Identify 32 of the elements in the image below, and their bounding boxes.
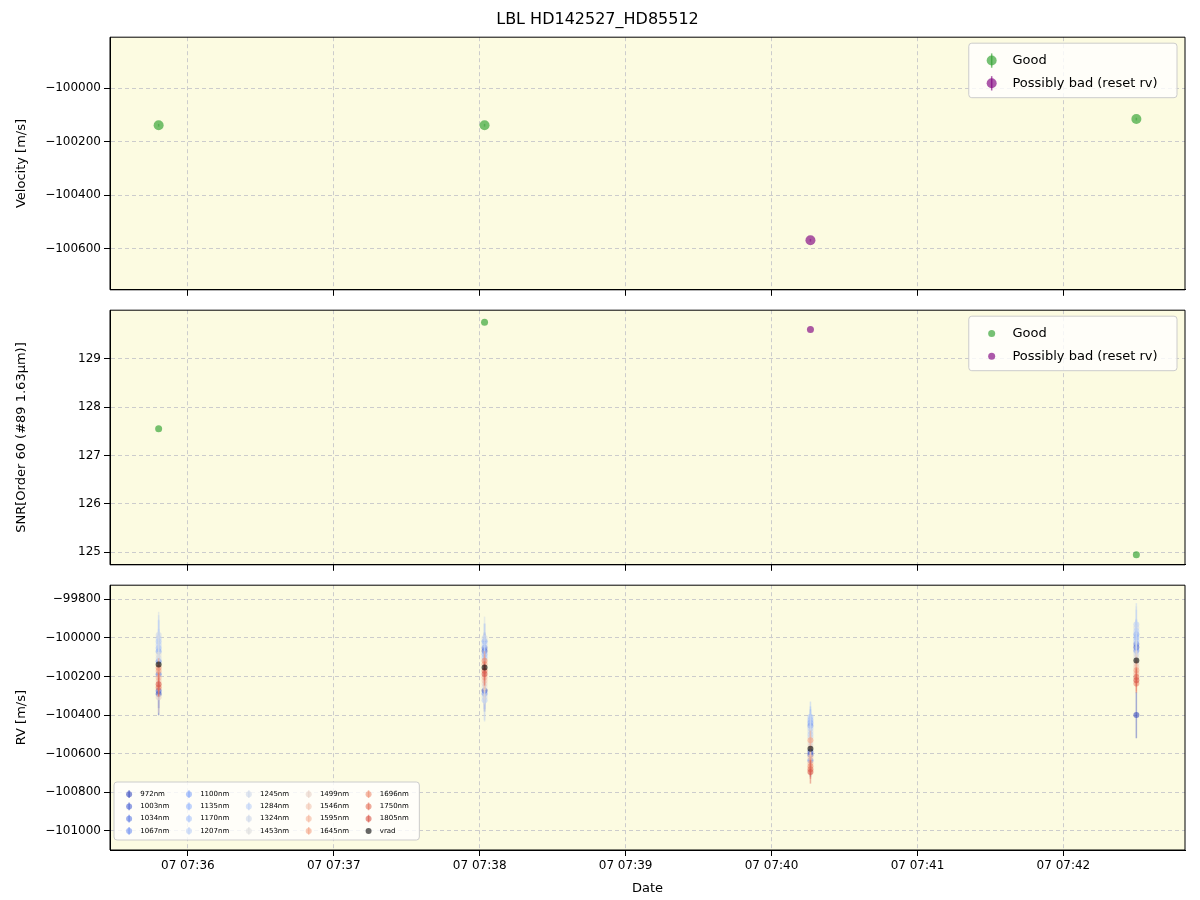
y-tick-label: −100200 <box>45 133 101 148</box>
y-tick-label: −99800 <box>52 591 101 606</box>
y-axis-title: RV [m/s] <box>13 689 29 746</box>
x-tick-label: 07 07:36 <box>160 858 215 873</box>
x-tick-label: 07 07:40 <box>744 858 799 873</box>
legend-label: Good <box>1012 324 1047 340</box>
y-tick-label: 128 <box>78 399 101 414</box>
legend-label: Possibly bad (reset rv) <box>1012 74 1158 90</box>
y-tick-label: −100800 <box>45 784 101 799</box>
y-tick-label: −100400 <box>45 187 101 202</box>
y-tick-label: −101000 <box>45 823 101 838</box>
x-tick-label: 07 07:41 <box>890 858 945 873</box>
x-tick-label: 07 07:38 <box>452 858 507 873</box>
y-axis-title: SNR[Order 60 (#89 1.63μm)] <box>13 342 29 533</box>
x-tick-label: 07 07:39 <box>598 858 653 873</box>
y-tick-label: 127 <box>78 447 101 462</box>
y-tick-label: 125 <box>78 544 101 559</box>
legend-label: Possibly bad (reset rv) <box>1012 347 1158 363</box>
x-tick-label: 07 07:37 <box>306 858 361 873</box>
y-tick-label: −100600 <box>45 240 101 255</box>
chart-title: LBL HD142527_HD85512 <box>496 8 699 29</box>
y-tick-label: −100000 <box>45 630 101 645</box>
y-tick-label: −100600 <box>45 745 101 760</box>
y-tick-label: 129 <box>78 350 101 365</box>
y-tick-label: −100000 <box>45 80 101 95</box>
y-axis-title: Velocity [m/s] <box>13 118 29 209</box>
y-tick-label: −100400 <box>45 707 101 722</box>
x-axis-title: Date <box>631 879 664 895</box>
legend-label: Good <box>1012 51 1047 67</box>
y-tick-label: −100200 <box>45 668 101 683</box>
x-tick-label: 07 07:42 <box>1036 858 1091 873</box>
y-tick-label: 126 <box>78 495 101 510</box>
